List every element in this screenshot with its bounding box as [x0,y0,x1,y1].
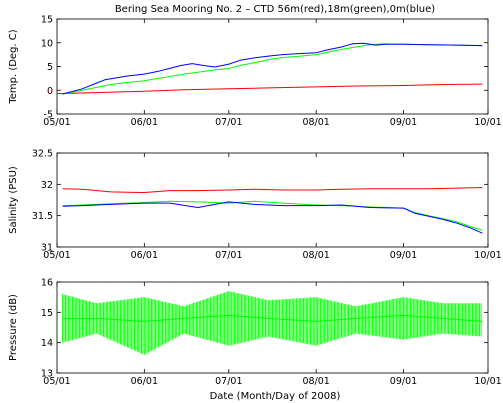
x-tick-label: 09/01 [390,250,417,261]
x-tick-label: 10/01 [474,117,501,128]
y-tick-label: 16 [41,278,53,289]
series-line [62,200,483,231]
temperature-panel: 05/01 06/01 07/01 08/01 09/01 10/01 -5 0 5 10 15 Te… [8,15,502,129]
x-tick-label: 09/01 [390,117,417,128]
x-tick-label: 06/01 [131,250,158,261]
x-tick-label: 07/01 [215,376,242,387]
y-tick-label: 32 [41,180,53,191]
x-tick-label: 07/01 [215,117,242,128]
series-line [62,314,483,322]
y-axis-label: Temp. (Deg. C) [8,29,19,104]
x-tick-label: 10/01 [474,376,501,387]
x-tick-label: 08/01 [302,250,329,261]
y-tick-label: 31 [41,243,53,254]
series-line [57,83,483,95]
y-axis-label: Salinity (PSU) [8,166,19,234]
chart-title: Bering Sea Mooring No. 2 – CTD 56m(red),… [115,4,435,15]
series-line [62,43,483,95]
y-tick-label: -5 [44,110,53,121]
series-group [62,291,483,355]
y-tick-label: 5 [47,62,53,73]
x-tick-label: 07/01 [215,250,242,261]
x-tick-label: 05/01 [43,117,70,128]
plot-frame [56,281,489,374]
x-tick-label: 06/01 [131,117,158,128]
y-tick-label: 13 [41,369,53,380]
x-tick-label: 05/01 [43,376,70,387]
pressure-panel: 05/01 06/01 07/01 08/01 09/01 10/01 13 14 15 16 Pr… [8,278,502,388]
y-tick-label: 31.5 [32,211,53,222]
y-tick-label: 14 [41,338,53,349]
y-tick-label: 32.5 [32,149,53,160]
y-tick-label: 15 [41,308,53,319]
series-group [62,187,483,234]
y-tick-label: 10 [41,38,53,49]
y-tick-label: 15 [41,15,53,26]
x-tick-label: 08/01 [302,376,329,387]
series-group [57,42,483,95]
y-tick-label: 0 [47,86,53,97]
y-axis-label: Pressure (dB) [8,294,19,361]
x-axis-label: Date (Month/Day of 2008) [210,391,341,402]
x-tick-label: 05/01 [43,250,70,261]
x-tick-label: 06/01 [131,376,158,387]
plot-frame [56,18,489,115]
series-line [62,187,483,193]
plot-frame [56,152,489,248]
series-line [62,201,483,234]
series-envelope [62,291,482,355]
x-tick-label: 10/01 [474,250,501,261]
salinity-panel: 05/01 06/01 07/01 08/01 09/01 10/01 31 31.5 32 32… [8,149,502,262]
x-tick-label: 09/01 [390,376,417,387]
series-line [62,42,483,95]
x-tick-label: 08/01 [302,117,329,128]
